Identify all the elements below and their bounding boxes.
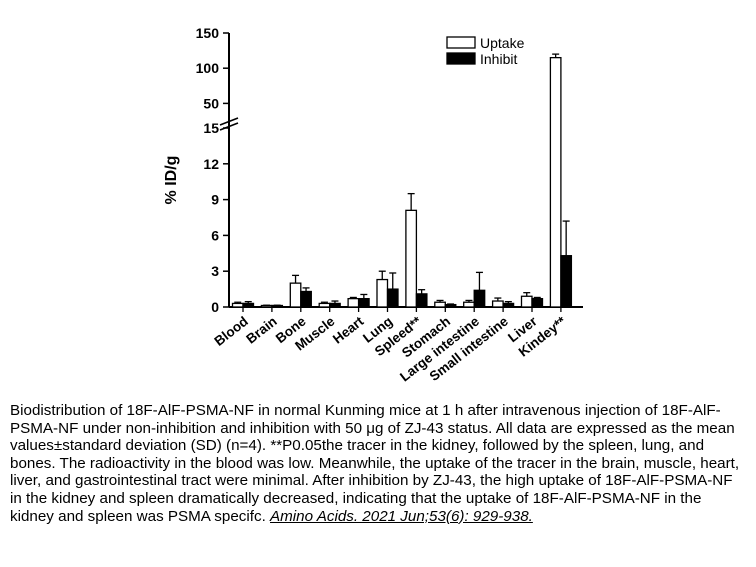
axis-break-mark bbox=[219, 122, 239, 131]
bar-inhibit bbox=[415, 293, 428, 308]
bar-uptake bbox=[434, 301, 446, 308]
bar-uptake bbox=[318, 302, 331, 308]
y-tick-label: 6 bbox=[211, 227, 219, 243]
y-tick-label: 100 bbox=[196, 60, 220, 76]
caption-text: Biodistribution of 18F-AlF-PSMA-NF in no… bbox=[10, 402, 740, 525]
bar-uptake bbox=[289, 282, 302, 308]
legend-label: Inhibit bbox=[480, 51, 517, 67]
bar-inhibit bbox=[300, 290, 312, 308]
bar-chart: 0 3 6 9 12 15 50 100 150% ID/g Blood Brain Bone Musc… bbox=[163, 25, 583, 384]
bar-inhibit bbox=[357, 297, 370, 308]
bar-inhibit bbox=[473, 289, 486, 308]
figure-caption: Biodistribution of 18F-AlF-PSMA-NF in no… bbox=[10, 402, 748, 525]
bar-uptake bbox=[231, 302, 244, 308]
bar-uptake bbox=[376, 278, 389, 308]
bar-uptake bbox=[405, 209, 418, 308]
y-tick-label: 12 bbox=[203, 156, 219, 172]
bar-uptake bbox=[347, 297, 360, 308]
bar-uptake bbox=[260, 304, 273, 308]
bar-inhibit bbox=[444, 303, 457, 308]
x-tick-label: Blood bbox=[211, 314, 250, 349]
y-tick-label: 15 bbox=[203, 120, 219, 136]
axis-break-mark bbox=[219, 117, 239, 126]
bar-inhibit bbox=[271, 304, 284, 308]
y-tick-label: 0 bbox=[211, 299, 219, 315]
bar-inhibit bbox=[242, 302, 255, 308]
legend-swatch bbox=[446, 52, 476, 65]
bar-inhibit bbox=[329, 302, 341, 308]
bar-inhibit bbox=[531, 297, 544, 308]
bar-uptake bbox=[463, 301, 475, 308]
y-tick-label: 9 bbox=[211, 192, 219, 208]
y-tick-label: 50 bbox=[203, 95, 219, 111]
bar-inhibit bbox=[560, 255, 573, 308]
y-tick-label: 150 bbox=[196, 25, 220, 41]
legend-swatch bbox=[446, 36, 476, 49]
citation-link[interactable]: Amino Acids. 2021 Jun;53(6): 929-938. bbox=[270, 507, 533, 525]
y-axis-label: % ID/g bbox=[163, 156, 180, 205]
x-tick-label: Heart bbox=[330, 313, 367, 346]
bar-uptake bbox=[491, 300, 504, 308]
bar-uptake bbox=[549, 56, 562, 308]
bar-inhibit bbox=[502, 302, 515, 308]
y-tick-label: 3 bbox=[211, 263, 219, 279]
legend-label: Uptake bbox=[480, 35, 525, 51]
x-tick-label: Brain bbox=[243, 314, 279, 347]
bar-inhibit bbox=[386, 288, 399, 308]
bar-uptake bbox=[520, 295, 533, 308]
